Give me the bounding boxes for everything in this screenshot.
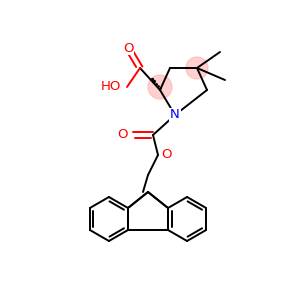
Text: O: O (123, 41, 133, 55)
Text: N: N (170, 109, 180, 122)
Text: O: O (118, 128, 128, 142)
Text: HO: HO (100, 80, 121, 94)
Circle shape (148, 75, 172, 99)
Text: O: O (162, 148, 172, 161)
Circle shape (186, 57, 208, 79)
